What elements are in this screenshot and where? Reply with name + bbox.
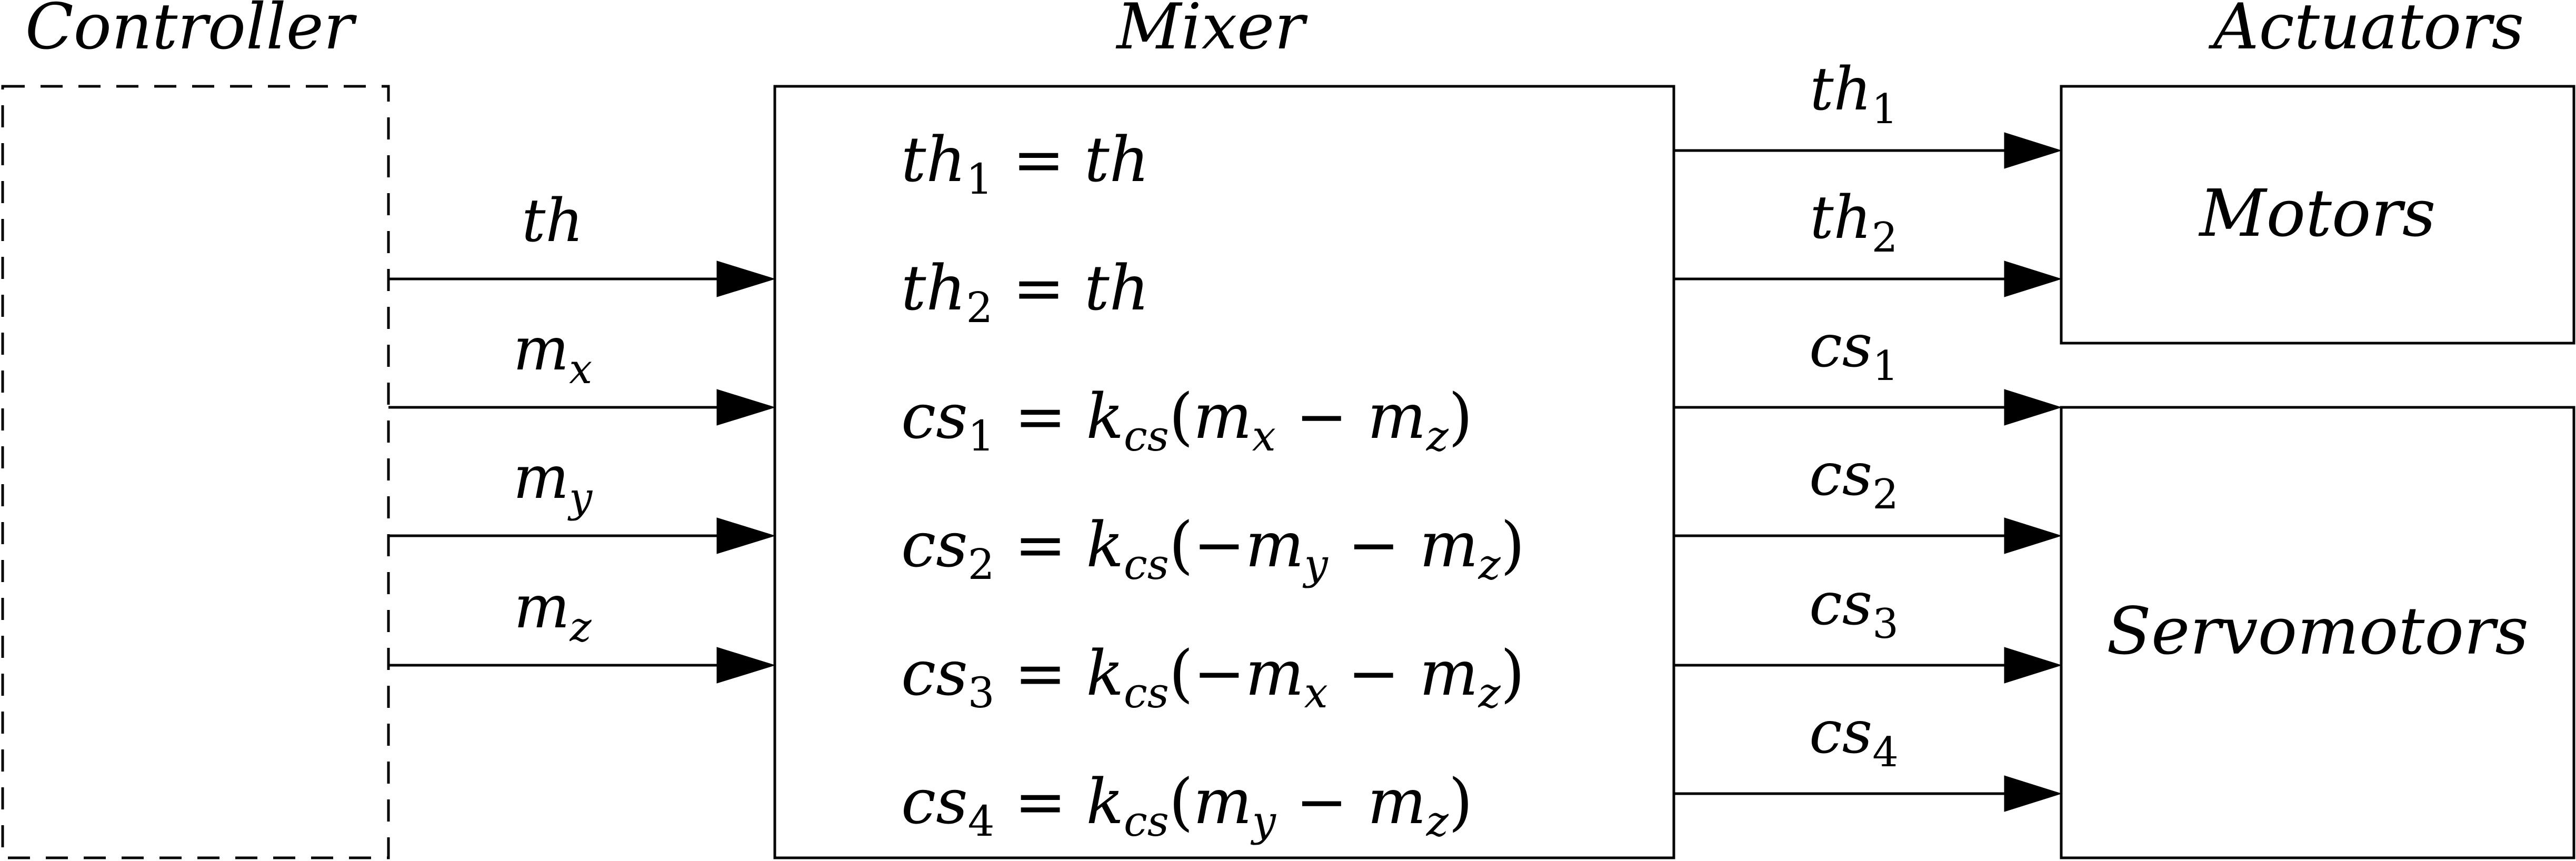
input-arrowhead [716,389,776,426]
input-signal-mx: mx [388,315,776,426]
servomotors-label: Servomotors [2106,594,2529,669]
input-signal-th: th [388,187,776,297]
input-signal-mz: mz [388,573,776,684]
actuators-title: Actuators [2208,0,2524,64]
equation-cs3: cs3 = kcs(−mx − mz) [901,637,1525,717]
output-signal-th2: th2 [1674,184,2062,297]
servomotors-block [2060,406,2575,859]
output-label-cs4: cs4 [1809,698,1899,776]
equation-cs1: cs1 = kcs(mx − mz) [901,380,1473,460]
input-label-mz: mz [514,573,592,651]
output-signal-cs3: cs3 [1674,570,2062,684]
output-label-cs2: cs2 [1809,440,1899,518]
controller-block [1,85,390,859]
output-arrowhead [2004,647,2062,684]
output-label-th1: th1 [1810,55,1898,133]
input-arrowhead [716,647,776,684]
equation-th2: th2 = th [901,252,1150,332]
input-label-my: my [513,444,593,522]
output-label-cs1: cs1 [1809,312,1899,390]
equation-cs4: cs4 = kcs(my − mz) [901,765,1473,846]
output-label-th2: th2 [1810,184,1898,262]
input-label-mx: mx [513,315,592,393]
output-arrowhead [2004,389,2062,426]
motors-block [2060,85,2575,345]
input-label-th: th [522,187,583,255]
output-signal-th1: th1 [1674,55,2062,169]
input-arrowhead [716,261,776,297]
output-arrowhead [2004,261,2062,297]
output-signal-cs2: cs2 [1674,440,2062,554]
equation-cs2: cs2 = kcs(−my − mz) [901,508,1525,589]
output-arrowhead [2004,132,2062,169]
input-arrowhead [716,517,776,554]
motors-label: Motors [2198,176,2435,252]
input-signal-my: my [388,444,776,554]
equation-th1: th1 = th [901,123,1150,204]
mixer-block [773,85,1675,859]
mixer-title: Mixer [1115,0,1308,64]
output-signal-cs4: cs4 [1674,698,2062,812]
output-signal-cs1: cs1 [1674,312,2062,426]
output-arrowhead [2004,517,2062,554]
output-label-cs3: cs3 [1809,570,1899,648]
controller-title: Controller [25,0,357,64]
output-arrowhead [2004,775,2062,812]
